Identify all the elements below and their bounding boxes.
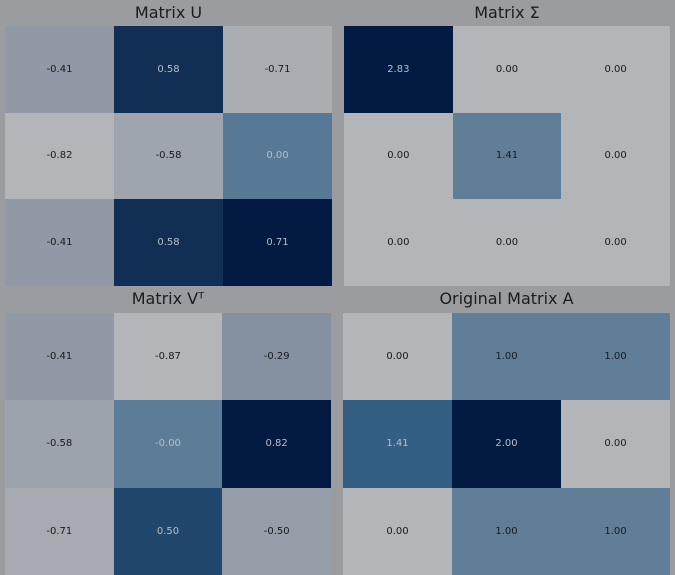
heatmap-cell-label: 1.00 bbox=[604, 525, 627, 537]
heatmap-cell: -0.41 bbox=[5, 26, 114, 113]
heatmap-cell: -0.71 bbox=[223, 26, 332, 113]
heatmap-cell: 2.00 bbox=[452, 400, 561, 488]
heatmap-panel-sigma: Matrix Σ 2.83 0.00 0.00 0.00 1.41 0.00 0.00 0.0… bbox=[344, 0, 670, 286]
heatmap-cell: -0.50 bbox=[222, 487, 331, 575]
heatmap-cell: 0.00 bbox=[223, 112, 332, 200]
heatmap-cell: 0.00 bbox=[561, 400, 670, 488]
heatmap-cell: 1.41 bbox=[343, 400, 452, 488]
heatmap-cell: 2.83 bbox=[344, 26, 453, 113]
heatmap-cell: -0.00 bbox=[113, 400, 223, 488]
heatmap-cell: 0.50 bbox=[113, 487, 223, 575]
heatmap-panel-u: Matrix U -0.41 0.58 -0.71 -0.82 -0.58 0.00 -0.… bbox=[5, 0, 332, 286]
heatmap-cell-label: 1.00 bbox=[495, 525, 518, 537]
heatmap-cell-label: 0.00 bbox=[604, 150, 627, 162]
heatmap-cell: -0.41 bbox=[5, 199, 114, 286]
heatmap-cell-label: 0.58 bbox=[157, 237, 180, 249]
heatmap-cell: 0.00 bbox=[344, 199, 453, 286]
heatmap-cell-label: 0.00 bbox=[387, 150, 410, 162]
heatmap-cell: 1.00 bbox=[452, 487, 561, 575]
heatmap-cell-label: 0.00 bbox=[387, 237, 410, 249]
heatmap-cell: 1.41 bbox=[452, 112, 562, 200]
heatmap-cell: 0.00 bbox=[343, 487, 452, 575]
heatmap-grid-a: 0.00 1.00 1.00 1.41 2.00 0.00 0.00 1.00 1.00 bbox=[343, 313, 670, 575]
heatmap-cell-label: -0.71 bbox=[264, 63, 291, 75]
heatmap-cell: 0.71 bbox=[223, 199, 332, 286]
heatmap-cell-label: -0.41 bbox=[46, 351, 73, 363]
heatmap-cell-label: 0.00 bbox=[495, 237, 519, 249]
heatmap-cell-label: -0.00 bbox=[155, 438, 181, 450]
heatmap-cell-label: 0.00 bbox=[386, 351, 409, 363]
chart-title-vt: Matrix Vᵀ bbox=[131, 289, 205, 308]
heatmap-cell: 0.00 bbox=[452, 199, 562, 286]
heatmap-cell-label: 0.00 bbox=[604, 63, 627, 75]
heatmap-cell: 0.58 bbox=[114, 26, 223, 113]
heatmap-cell: -0.58 bbox=[114, 112, 223, 200]
heatmap-cell-label: -0.71 bbox=[46, 525, 73, 537]
heatmap-grid-vt: -0.41 -0.87 -0.29 -0.58 -0.00 0.82 -0.71 0.50 -0… bbox=[5, 313, 331, 575]
heatmap-cell: -0.87 bbox=[113, 313, 223, 401]
heatmap-cell-label: -0.82 bbox=[46, 150, 73, 162]
heatmap-cell: 0.00 bbox=[561, 199, 670, 286]
heatmap-cell: 0.82 bbox=[222, 400, 331, 488]
heatmap-cell-label: -0.50 bbox=[263, 525, 290, 537]
heatmap-cell-label: 0.82 bbox=[265, 438, 288, 450]
chart-title-u: Matrix U bbox=[134, 3, 203, 22]
heatmap-cell-label: -0.41 bbox=[46, 237, 73, 249]
heatmap-cell: 0.58 bbox=[114, 199, 223, 286]
heatmap-cell: -0.41 bbox=[5, 313, 114, 401]
heatmap-cell: 0.00 bbox=[452, 26, 562, 113]
heatmap-panel-vt: Matrix Vᵀ -0.41 -0.87 -0.29 -0.58 -0.00 0.82-… bbox=[5, 287, 331, 575]
heatmap-cell: 1.00 bbox=[561, 487, 670, 575]
heatmap-cell: 0.00 bbox=[561, 112, 670, 200]
heatmap-cell-label: 2.00 bbox=[495, 438, 518, 450]
heatmap-cell-label: 0.00 bbox=[604, 438, 627, 450]
heatmap-cell: 1.00 bbox=[452, 313, 561, 401]
chart-title-sigma: Matrix Σ bbox=[474, 3, 540, 22]
heatmap-cell: -0.82 bbox=[5, 112, 114, 200]
heatmap-cell-label: 0.00 bbox=[495, 63, 519, 75]
heatmap-cell: 0.00 bbox=[344, 112, 453, 200]
heatmap-cell-label: 0.00 bbox=[386, 525, 409, 537]
heatmap-cell-label: -0.29 bbox=[263, 351, 290, 363]
heatmap-cell-label: 0.71 bbox=[266, 237, 289, 249]
heatmap-cell-label: 1.00 bbox=[604, 351, 627, 363]
heatmap-cell-label: -0.41 bbox=[46, 63, 73, 75]
heatmap-cell-label: -0.87 bbox=[155, 351, 181, 363]
heatmap-cell-label: 0.00 bbox=[266, 150, 289, 162]
heatmap-cell: -0.29 bbox=[222, 313, 331, 401]
heatmap-cell: -0.71 bbox=[5, 487, 114, 575]
heatmap-cell: 0.00 bbox=[343, 313, 452, 401]
heatmap-cell-label: 1.41 bbox=[495, 150, 519, 162]
heatmap-cell: -0.58 bbox=[5, 400, 114, 488]
heatmap-cell: 0.00 bbox=[561, 26, 670, 113]
heatmap-grid-u: -0.41 0.58 -0.71 -0.82 -0.58 0.00 -0.41 0.58 0.7… bbox=[5, 26, 332, 286]
heatmap-cell-label: 1.00 bbox=[495, 351, 518, 363]
heatmap-cell-label: 0.50 bbox=[156, 525, 180, 537]
heatmap-cell-label: 0.00 bbox=[604, 237, 627, 249]
heatmap-cell-label: 2.83 bbox=[387, 63, 410, 75]
heatmap-grid-sigma: 2.83 0.00 0.00 0.00 1.41 0.00 0.00 0.00 0.00 bbox=[344, 26, 670, 286]
heatmap-cell-label: -0.58 bbox=[46, 438, 73, 450]
chart-title-a: Original Matrix A bbox=[439, 289, 574, 308]
heatmap-cell-label: 1.41 bbox=[386, 438, 409, 450]
heatmap-cell: 1.00 bbox=[561, 313, 670, 401]
heatmap-panel-a: Original Matrix A 0.00 1.00 1.00 1.41 2.00 0.… bbox=[343, 287, 670, 575]
heatmap-cell-label: 0.58 bbox=[157, 63, 180, 75]
heatmap-cell-label: -0.58 bbox=[155, 150, 182, 162]
